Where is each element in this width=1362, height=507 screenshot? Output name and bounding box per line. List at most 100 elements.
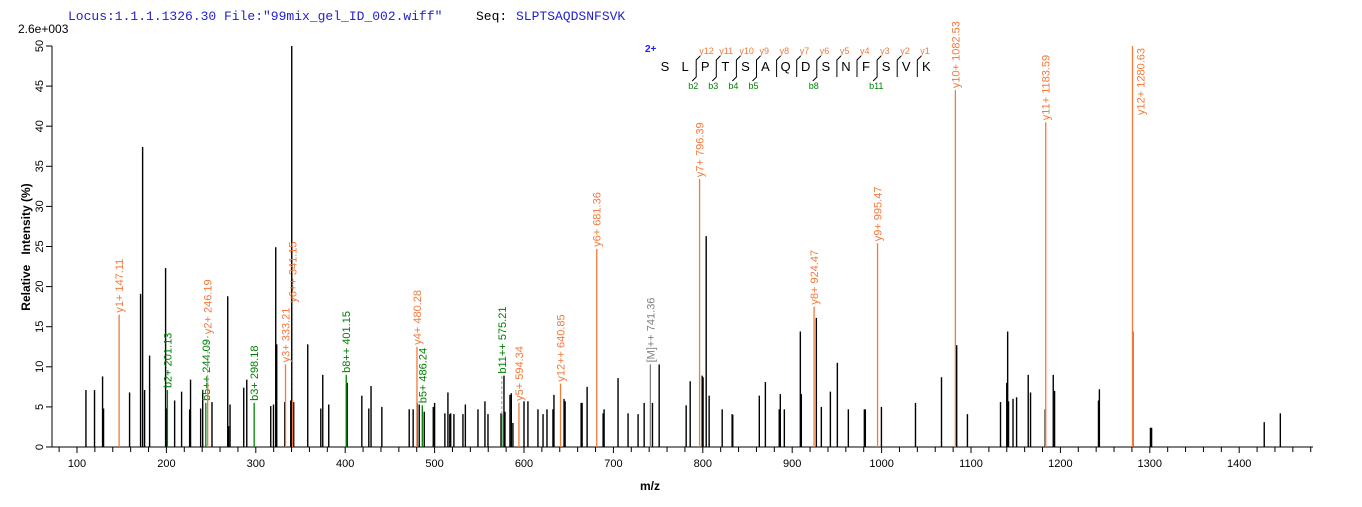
peak-label: y2+ 246.19 bbox=[203, 279, 215, 334]
x-tick-label: 200 bbox=[157, 458, 175, 470]
y-tick-label: 10 bbox=[34, 361, 46, 373]
y-tick-label: 30 bbox=[34, 200, 46, 212]
seq-value: SLPTSAQDSNFSVK bbox=[516, 9, 625, 24]
y-tick-label: 15 bbox=[34, 321, 46, 333]
b-ion-marker: b5 bbox=[749, 81, 759, 91]
y-ion-marker: y11 bbox=[719, 46, 733, 56]
peak-label: b5++ 244.09 bbox=[201, 339, 213, 401]
x-tick-label: 1000 bbox=[869, 458, 893, 470]
x-tick-label: 1100 bbox=[959, 458, 983, 470]
cleavage-bracket bbox=[896, 55, 902, 77]
y-ion-marker: y4 bbox=[860, 46, 870, 56]
x-tick-label: 600 bbox=[515, 458, 533, 470]
peak-label: y7+ 796.39 bbox=[695, 122, 707, 177]
y-ion-marker: y12 bbox=[699, 46, 714, 56]
x-tick-label: 100 bbox=[68, 458, 86, 470]
locus-label: Locus:1.1.1.1326.30 bbox=[68, 9, 216, 24]
seq-label: Seq: bbox=[476, 9, 507, 24]
cleavage-bracket bbox=[752, 55, 761, 82]
x-tick-label: 1200 bbox=[1048, 458, 1072, 470]
residue-letter: S bbox=[661, 59, 670, 74]
peak-label: y3+ 333.21 bbox=[280, 308, 292, 363]
x-tick-label: 500 bbox=[425, 458, 443, 470]
y-ion-marker: y7 bbox=[800, 46, 810, 56]
annotations: y1+ 147.11 b2+ 201.13 b5++ 244.09 y2+ 246.1… bbox=[114, 21, 1147, 447]
y-ion-marker: y3 bbox=[880, 46, 890, 56]
file-label: File:"99mix_gel_ID_002.wiff" bbox=[224, 9, 442, 24]
peak-label: y12++ 640.85 bbox=[556, 314, 568, 381]
peak-label: y12+ 1280.63 bbox=[1135, 48, 1147, 115]
residue-letter: T bbox=[721, 59, 729, 74]
peak-label: y9+ 995.47 bbox=[873, 187, 885, 242]
y-tick-label: 45 bbox=[34, 80, 46, 92]
cleavage-bracket bbox=[732, 55, 741, 82]
x-tick-label: 900 bbox=[783, 458, 801, 470]
cleavage-bracket bbox=[796, 55, 802, 77]
y-ion-marker: y5 bbox=[840, 46, 850, 56]
peak-label: y4+ 480.28 bbox=[412, 290, 424, 345]
b-ion-marker: b11 bbox=[869, 81, 883, 91]
peak-label: b8++ 401.15 bbox=[341, 311, 353, 373]
cleavage-bracket bbox=[856, 55, 862, 77]
y-tick-label: 40 bbox=[34, 120, 46, 132]
residue-letter: S bbox=[741, 59, 750, 74]
peak-label: y11+ 1183.59 bbox=[1041, 55, 1053, 120]
y-ion-marker: y8 bbox=[780, 46, 790, 56]
cleavage-bracket bbox=[711, 55, 721, 82]
peak-label: y6++ 341.15 bbox=[288, 241, 300, 302]
cleavage-bracket bbox=[872, 55, 882, 82]
intensity-scale-label: 2.6e+003 bbox=[18, 22, 69, 36]
residue-letter: N bbox=[841, 59, 850, 74]
x-tick-label: 300 bbox=[247, 458, 265, 470]
peaks bbox=[85, 46, 1282, 447]
cleavage-bracket bbox=[691, 55, 701, 82]
x-tick-label: 800 bbox=[694, 458, 712, 470]
x-tick-label: 700 bbox=[604, 458, 622, 470]
peak-label: b5+ 486.24 bbox=[417, 348, 429, 403]
residue-letter: S bbox=[821, 59, 830, 74]
y-tick-label: 25 bbox=[34, 240, 46, 252]
peak-label: y1+ 147.11 bbox=[114, 259, 126, 313]
y-axis-label: Relative Intensity (%) bbox=[19, 183, 33, 310]
cleavage-bracket bbox=[776, 55, 781, 77]
peak-label: [M]++ 741.36 bbox=[645, 298, 657, 363]
b-ion-marker: b8 bbox=[809, 81, 819, 91]
residue-letter: S bbox=[882, 59, 891, 74]
y-tick-label: 0 bbox=[34, 444, 46, 450]
x-tick-label: 400 bbox=[336, 458, 354, 470]
y-ion-marker: y9 bbox=[760, 46, 770, 56]
residue-letter: V bbox=[902, 59, 911, 74]
y-tick-label: 5 bbox=[34, 404, 46, 410]
b-ion-marker: b2 bbox=[688, 81, 698, 91]
y-tick-label: 50 bbox=[34, 40, 46, 52]
cleavage-bracket bbox=[812, 55, 822, 82]
cleavage-bracket bbox=[836, 55, 842, 77]
peak-label: y8+ 924.47 bbox=[809, 250, 821, 305]
residue-letter: F bbox=[862, 59, 870, 74]
peak-label: y10+ 1082.53 bbox=[950, 21, 962, 88]
peak-label: b3+ 298.18 bbox=[249, 346, 261, 401]
charge-label: 2+ bbox=[645, 44, 657, 55]
residue-letter: Q bbox=[781, 59, 791, 74]
residue-letter: A bbox=[761, 59, 770, 74]
y-ion-marker: y1 bbox=[920, 46, 930, 56]
axes: 100 200 300 400 500 600 700 800 900 1000 1100 1200 1… bbox=[34, 40, 1313, 470]
residue-letter: K bbox=[922, 59, 931, 74]
cleavage-bracket bbox=[916, 55, 922, 77]
peak-label: b2+ 201.13 bbox=[162, 333, 174, 388]
x-axis-label: m/z bbox=[640, 479, 660, 493]
residue-letter: P bbox=[701, 59, 710, 74]
residue-letter: L bbox=[681, 59, 688, 74]
peak-label: b11++ 575.21 bbox=[497, 307, 509, 374]
b-ion-marker: b3 bbox=[708, 81, 718, 91]
y-ion-marker: y2 bbox=[900, 46, 910, 56]
peak-label: y5+ 594.34 bbox=[514, 346, 526, 401]
y-ion-marker: y10 bbox=[739, 46, 754, 56]
x-tick-label: 1400 bbox=[1227, 458, 1251, 470]
y-ion-marker: y6 bbox=[820, 46, 830, 56]
residue-letter: D bbox=[801, 59, 810, 74]
y-tick-label: 35 bbox=[34, 160, 46, 172]
x-tick-label: 1300 bbox=[1138, 458, 1162, 470]
